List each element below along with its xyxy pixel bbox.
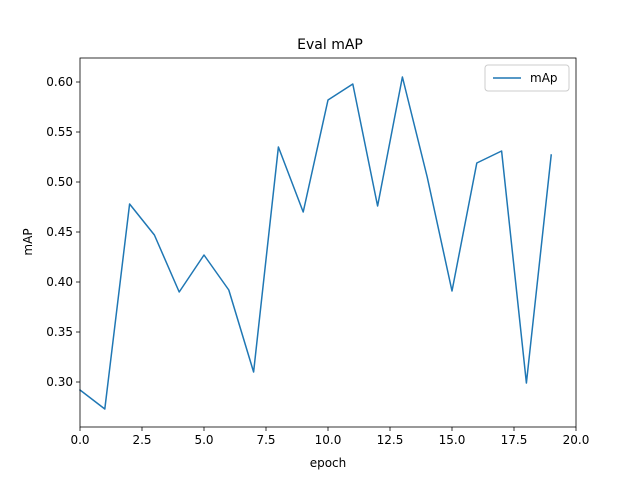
y-axis-label: mAP <box>21 228 35 255</box>
chart-title: Eval mAP <box>297 37 363 53</box>
legend: mAp <box>484 64 570 92</box>
y-tick-label: 0.30 <box>46 375 73 389</box>
x-tick-label: 2.5 <box>132 433 151 447</box>
x-tick-label: 5.0 <box>194 433 213 447</box>
x-tick-label: 10.0 <box>315 433 342 447</box>
y-tick-label: 0.50 <box>46 175 73 189</box>
x-tick-label: 15.0 <box>439 433 466 447</box>
legend-label: mAp <box>530 71 558 85</box>
x-tick-label: 7.5 <box>256 433 275 447</box>
y-axis-ticks: 0.30 0.35 0.40 0.45 0.50 0.55 0.60 <box>46 75 80 389</box>
legend-box <box>484 64 570 92</box>
axes-frame <box>79 57 577 428</box>
x-tick-label: 0.0 <box>70 433 89 447</box>
x-tick-label: 20.0 <box>563 433 590 447</box>
y-tick-label: 0.60 <box>46 75 73 89</box>
x-axis-ticks: 0.0 2.5 5.0 7.5 10.0 12.5 15.0 17.5 20.0 <box>70 427 589 447</box>
y-tick-label: 0.45 <box>46 225 73 239</box>
x-tick-label: 17.5 <box>501 433 528 447</box>
x-tick-label: 12.5 <box>377 433 404 447</box>
series-line-0 <box>78 76 553 410</box>
y-tick-label: 0.35 <box>46 325 73 339</box>
plot-area <box>78 57 577 428</box>
y-tick-label: 0.55 <box>46 125 73 139</box>
y-tick-label: 0.40 <box>46 275 73 289</box>
x-axis-label: epoch <box>310 456 347 470</box>
